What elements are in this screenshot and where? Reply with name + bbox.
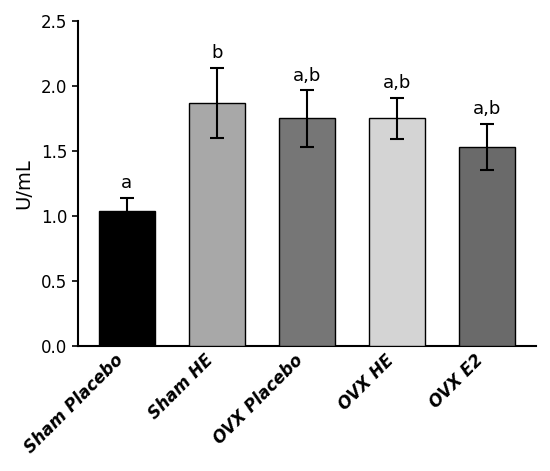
Bar (369, 118, 425, 346)
Text: a,b: a,b (473, 100, 502, 118)
Text: a,b: a,b (383, 74, 411, 92)
Text: a,b: a,b (293, 66, 321, 85)
Text: a: a (121, 174, 133, 192)
Bar (279, 118, 335, 346)
Bar (459, 147, 515, 346)
Bar (189, 103, 245, 346)
Y-axis label: U/mL: U/mL (14, 158, 33, 209)
Bar (99, 211, 155, 346)
Text: b: b (211, 44, 223, 63)
